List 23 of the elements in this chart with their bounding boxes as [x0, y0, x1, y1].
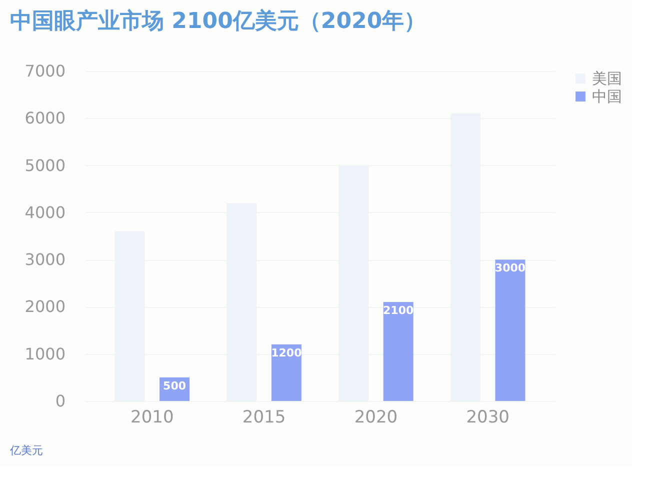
y-tick-label: 4000: [24, 202, 66, 222]
bar: [271, 344, 302, 401]
data-label: 500: [163, 379, 186, 392]
data-label: 3000: [494, 262, 526, 275]
y-tick-label: 3000: [24, 250, 66, 270]
bar: [383, 302, 414, 401]
y-tick-label: 5000: [24, 156, 66, 175]
legend-label: 美国: [592, 70, 622, 88]
y-tick-label: 7000: [24, 62, 66, 80]
x-tick-label: 2010: [130, 408, 174, 428]
y-tick-label: 1000: [24, 344, 66, 364]
legend-label: 中国: [592, 88, 622, 106]
y-axis-title: 亿美元: [9, 444, 43, 457]
x-tick-label: 2020: [354, 408, 398, 428]
data-label: 2100: [383, 304, 414, 317]
data-label: 1200: [271, 346, 302, 360]
chart-title: 中国眼产业市场 2100亿美元（2020年）: [10, 8, 426, 34]
bar: [495, 260, 526, 401]
y-tick-label: 2000: [24, 297, 66, 316]
x-tick-label: 2030: [466, 408, 510, 428]
y-tick-label: 0: [55, 392, 66, 410]
y-tick-label: 6000: [24, 108, 66, 128]
x-tick-label: 2015: [242, 408, 286, 428]
